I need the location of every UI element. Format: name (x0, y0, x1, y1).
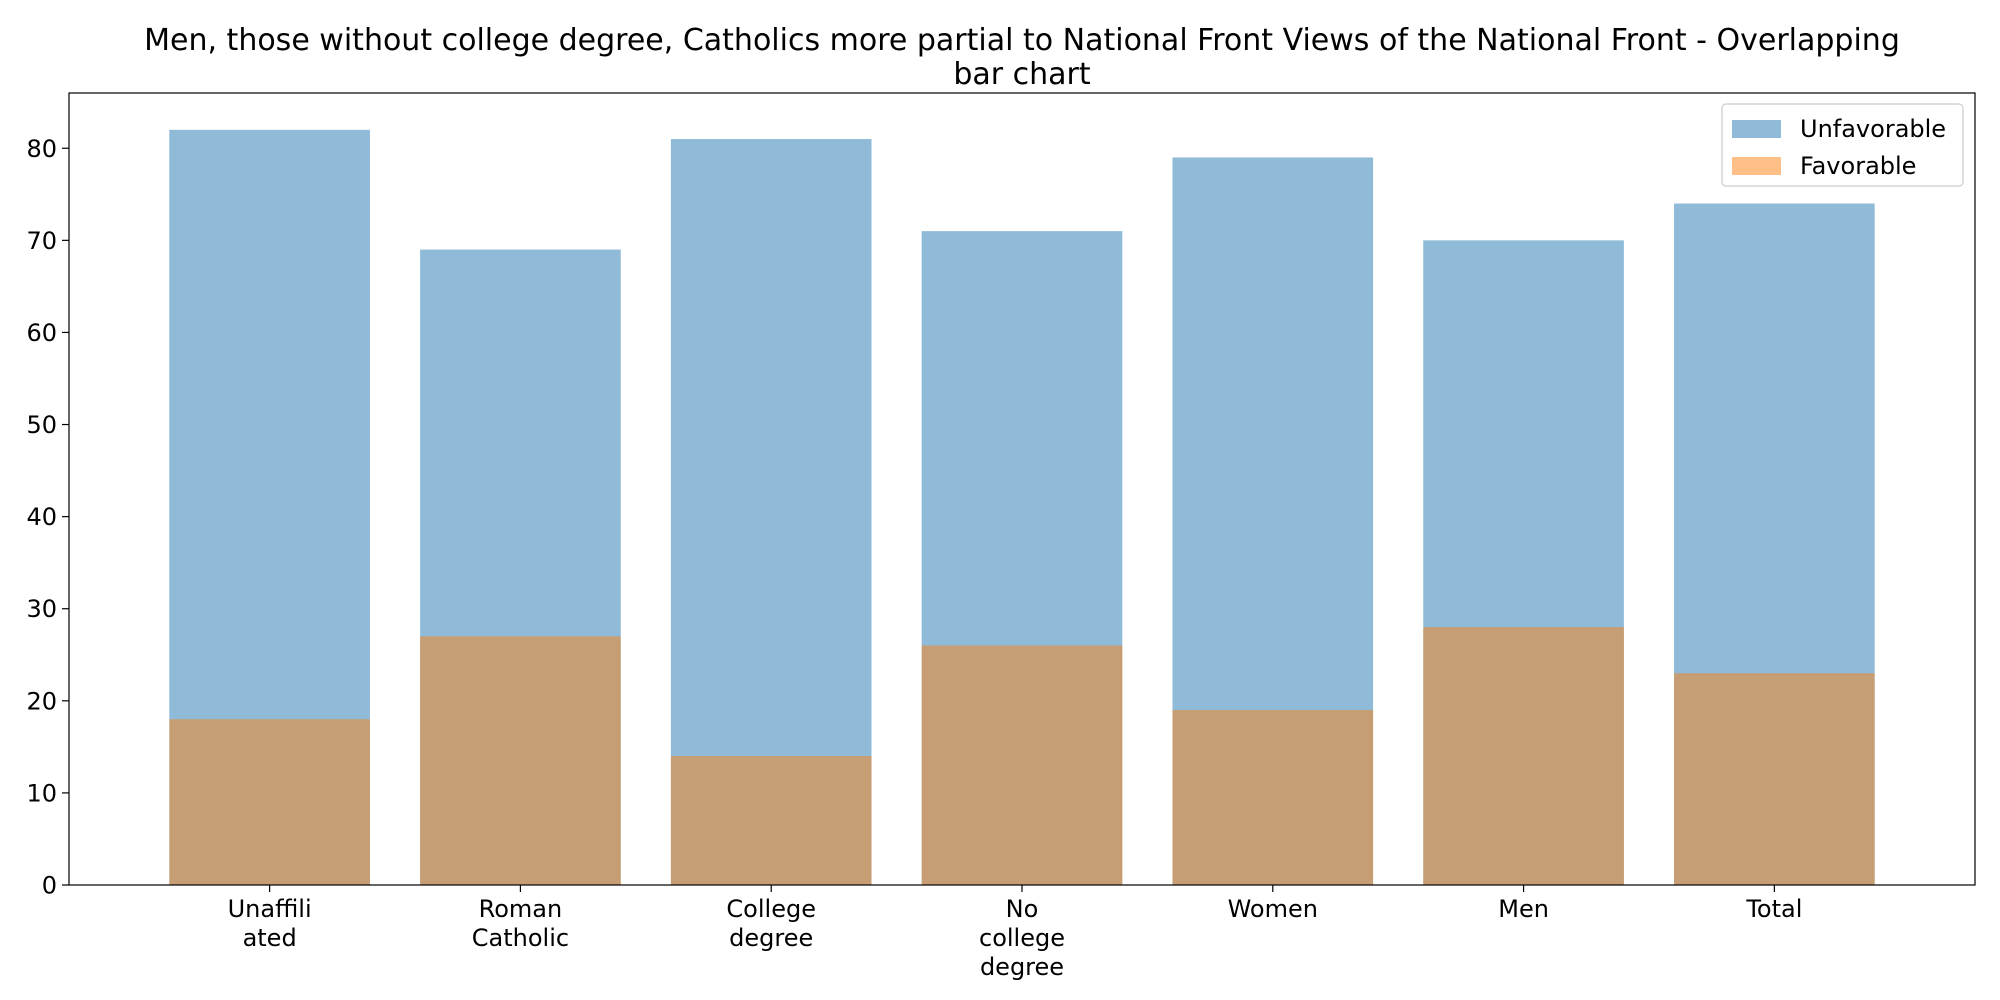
x-tick-label: College degree (726, 895, 816, 952)
y-tick-label: 50 (26, 411, 57, 439)
x-tick-label: Women (1228, 895, 1318, 923)
legend-label-unfavorable: Unfavorable (1800, 115, 1946, 143)
x-tick-label: Unaffili ated (228, 895, 312, 952)
y-tick-label: 80 (26, 135, 57, 163)
bars (169, 129, 1875, 886)
x-tick-label-line: No (1006, 895, 1039, 923)
legend-box (1721, 103, 1964, 187)
x-tick-label: Roman Catholic (472, 895, 569, 952)
y-tick-label: 60 (26, 319, 57, 347)
bar-favorable (1172, 710, 1374, 885)
x-tick-label-line: Unaffili (228, 895, 312, 923)
x-tick-label-line: College (726, 895, 816, 923)
x-tick-label: Men (1498, 895, 1549, 923)
x-tick-label-line: Total (1745, 895, 1802, 923)
x-tick-label: Total (1745, 895, 1802, 923)
bar-favorable (670, 756, 872, 885)
x-tick-label-line: Roman (479, 895, 563, 923)
x-tick-label-line: college (979, 924, 1065, 952)
bar-favorable (1423, 627, 1624, 885)
y-tick-label: 0 (42, 872, 57, 900)
x-tick-label-line: Catholic (472, 924, 569, 952)
x-tick-label: No college degree (979, 895, 1065, 981)
x-tick-label-line: degree (980, 953, 1064, 981)
bar-favorable (921, 645, 1123, 885)
x-tick-label-line: Men (1498, 895, 1549, 923)
y-tick-label: 20 (26, 687, 57, 715)
x-tick-label-line: degree (729, 924, 813, 952)
bar-favorable (1674, 673, 1875, 885)
bar-favorable (420, 636, 621, 885)
chart-title-line-1: Men, those without college degree, Catho… (144, 23, 1900, 58)
y-tick-label: 40 (26, 503, 57, 531)
legend-swatch-favorable (1732, 157, 1781, 175)
chart-title: Men, those without college degree, Catho… (144, 23, 1900, 92)
legend: Unfavorable Favorable (1721, 103, 1964, 187)
x-tick-label-line: ated (243, 924, 297, 952)
y-tick-label: 10 (26, 779, 57, 807)
chart-title-line-2: bar chart (953, 57, 1091, 92)
legend-label-favorable: Favorable (1800, 152, 1916, 180)
y-axis: 0 10 20 30 40 50 60 70 80 (26, 135, 69, 900)
x-tick-label-line: Women (1228, 895, 1318, 923)
legend-swatch-unfavorable (1732, 120, 1781, 138)
y-tick-label: 70 (26, 227, 57, 255)
bar-favorable (169, 719, 370, 885)
y-tick-label: 30 (26, 595, 57, 623)
